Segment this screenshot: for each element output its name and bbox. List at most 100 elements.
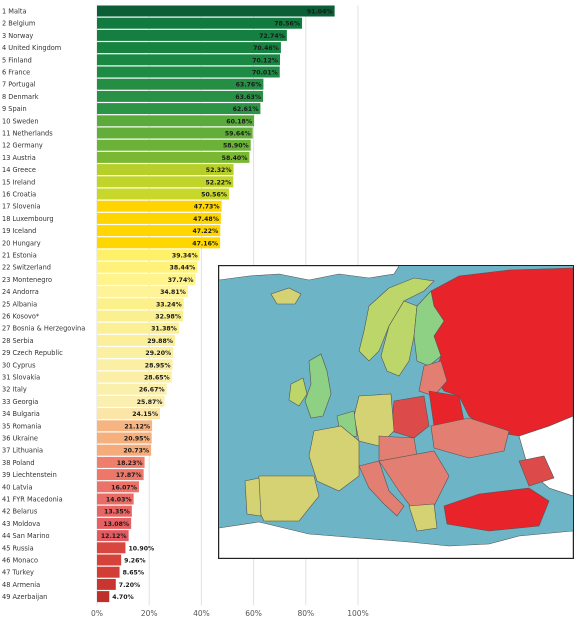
country-label: 48 Armenia xyxy=(2,581,40,589)
country-label: 24 Andorra xyxy=(2,288,39,296)
x-tick-label: 40% xyxy=(193,609,210,618)
map-caucasus xyxy=(518,455,555,487)
value-label: 29.88% xyxy=(147,338,173,345)
country-label: 35 Romania xyxy=(2,422,41,430)
value-label: 78.56% xyxy=(274,21,300,28)
country-label: 15 Ireland xyxy=(2,178,35,186)
bar xyxy=(97,17,303,29)
country-label: 5 Finland xyxy=(2,56,32,64)
country-label: 10 Sweden xyxy=(2,117,39,125)
bar xyxy=(97,469,144,481)
bar xyxy=(97,493,134,505)
country-label: 9 Spain xyxy=(2,105,27,113)
bar xyxy=(97,542,126,554)
x-tick-label: 100% xyxy=(347,609,368,618)
bar xyxy=(97,517,132,529)
country-label: 37 Lithuania xyxy=(2,447,43,455)
x-tick-label: 60% xyxy=(245,609,262,618)
country-label: 31 Slovakia xyxy=(2,374,40,382)
bar xyxy=(97,395,165,407)
map-ireland xyxy=(288,377,308,407)
country-label: 34 Bulgaria xyxy=(2,410,40,418)
map-greece xyxy=(408,503,438,532)
country-label: 36 Ukraine xyxy=(2,435,38,443)
country-label: 39 Liechtenstein xyxy=(2,471,57,479)
country-label: 20 Hungary xyxy=(2,239,41,247)
bar xyxy=(97,42,281,54)
value-label: 70.01% xyxy=(252,70,278,77)
value-label: 63.76% xyxy=(236,82,262,89)
bar xyxy=(97,139,251,151)
value-label: 13.35% xyxy=(104,509,130,516)
bar xyxy=(97,298,184,310)
value-label: 47.22% xyxy=(192,228,218,235)
value-label: 17.87% xyxy=(116,472,142,479)
value-label: 47.73% xyxy=(194,204,220,211)
value-label: 25.87% xyxy=(137,399,163,406)
map-ukraine xyxy=(430,417,510,459)
country-label: 12 Germany xyxy=(2,142,43,150)
country-label: 1 Malta xyxy=(2,8,26,16)
value-label: 10.90% xyxy=(128,545,154,552)
map-portugal xyxy=(244,477,262,517)
country-label: 46 Monaco xyxy=(2,557,38,565)
value-label: 26.67% xyxy=(139,387,165,394)
value-label: 58.40% xyxy=(222,155,248,162)
value-label: 29.20% xyxy=(145,350,171,357)
country-label: 3 Norway xyxy=(2,32,33,40)
country-label: 30 Cyprus xyxy=(2,361,36,369)
bar xyxy=(97,444,152,456)
bar xyxy=(97,103,261,115)
bar xyxy=(97,481,139,493)
bar xyxy=(97,54,281,66)
value-label: 37.74% xyxy=(168,277,194,284)
value-label: 32.98% xyxy=(155,314,181,321)
country-labels: 1 Malta 2 Belgium 3 Norway 4 United Kingdom… xyxy=(2,8,85,602)
country-label: 43 Moldova xyxy=(2,520,40,528)
map-france xyxy=(308,425,360,492)
country-label: 8 Denmark xyxy=(2,93,39,101)
country-label: 2 Belgium xyxy=(2,20,35,28)
x-axis-ticks: 0% 20% 40% 60% 80% 100% xyxy=(91,609,369,618)
bar xyxy=(97,408,161,420)
country-label: 13 Austria xyxy=(2,154,36,162)
bar xyxy=(97,237,221,249)
bar xyxy=(97,383,167,395)
bar xyxy=(97,310,184,322)
value-label: 47.16% xyxy=(192,240,218,247)
value-label: 72.74% xyxy=(259,33,285,40)
map-uk xyxy=(304,353,332,419)
value-label: 58.90% xyxy=(223,143,249,150)
bar xyxy=(97,432,152,444)
country-label: 23 Montenegro xyxy=(2,276,52,284)
bar xyxy=(97,456,145,468)
country-label: 27 Bosnia & Herzegovina xyxy=(2,325,85,333)
x-tick-label: 20% xyxy=(141,609,158,618)
bar xyxy=(97,566,120,578)
bar xyxy=(97,200,222,212)
bar xyxy=(97,286,188,298)
country-label: 14 Greece xyxy=(2,166,36,174)
value-label: 24.15% xyxy=(132,411,158,418)
value-label: 7.20% xyxy=(119,582,140,589)
bar xyxy=(97,66,280,78)
country-label: 41 FYR Macedonia xyxy=(2,496,63,504)
bar xyxy=(97,347,174,359)
country-label: 6 France xyxy=(2,69,30,77)
value-label: 60.18% xyxy=(226,118,252,125)
europe-map xyxy=(218,265,574,559)
value-label: 28.65% xyxy=(144,375,170,382)
value-label: 31.38% xyxy=(151,326,177,333)
country-label: 49 Azerbaijan xyxy=(2,593,47,601)
country-label: 33 Georgia xyxy=(2,398,38,406)
value-label: 21.12% xyxy=(124,423,150,430)
value-label: 28.95% xyxy=(145,362,171,369)
bar xyxy=(97,151,250,163)
bar xyxy=(97,591,110,603)
country-label: 19 Iceland xyxy=(2,227,36,235)
value-label: 39.34% xyxy=(172,253,198,260)
country-label: 26 Kosovo* xyxy=(2,313,40,321)
bar xyxy=(97,261,198,273)
value-label: 63.63% xyxy=(235,94,261,101)
